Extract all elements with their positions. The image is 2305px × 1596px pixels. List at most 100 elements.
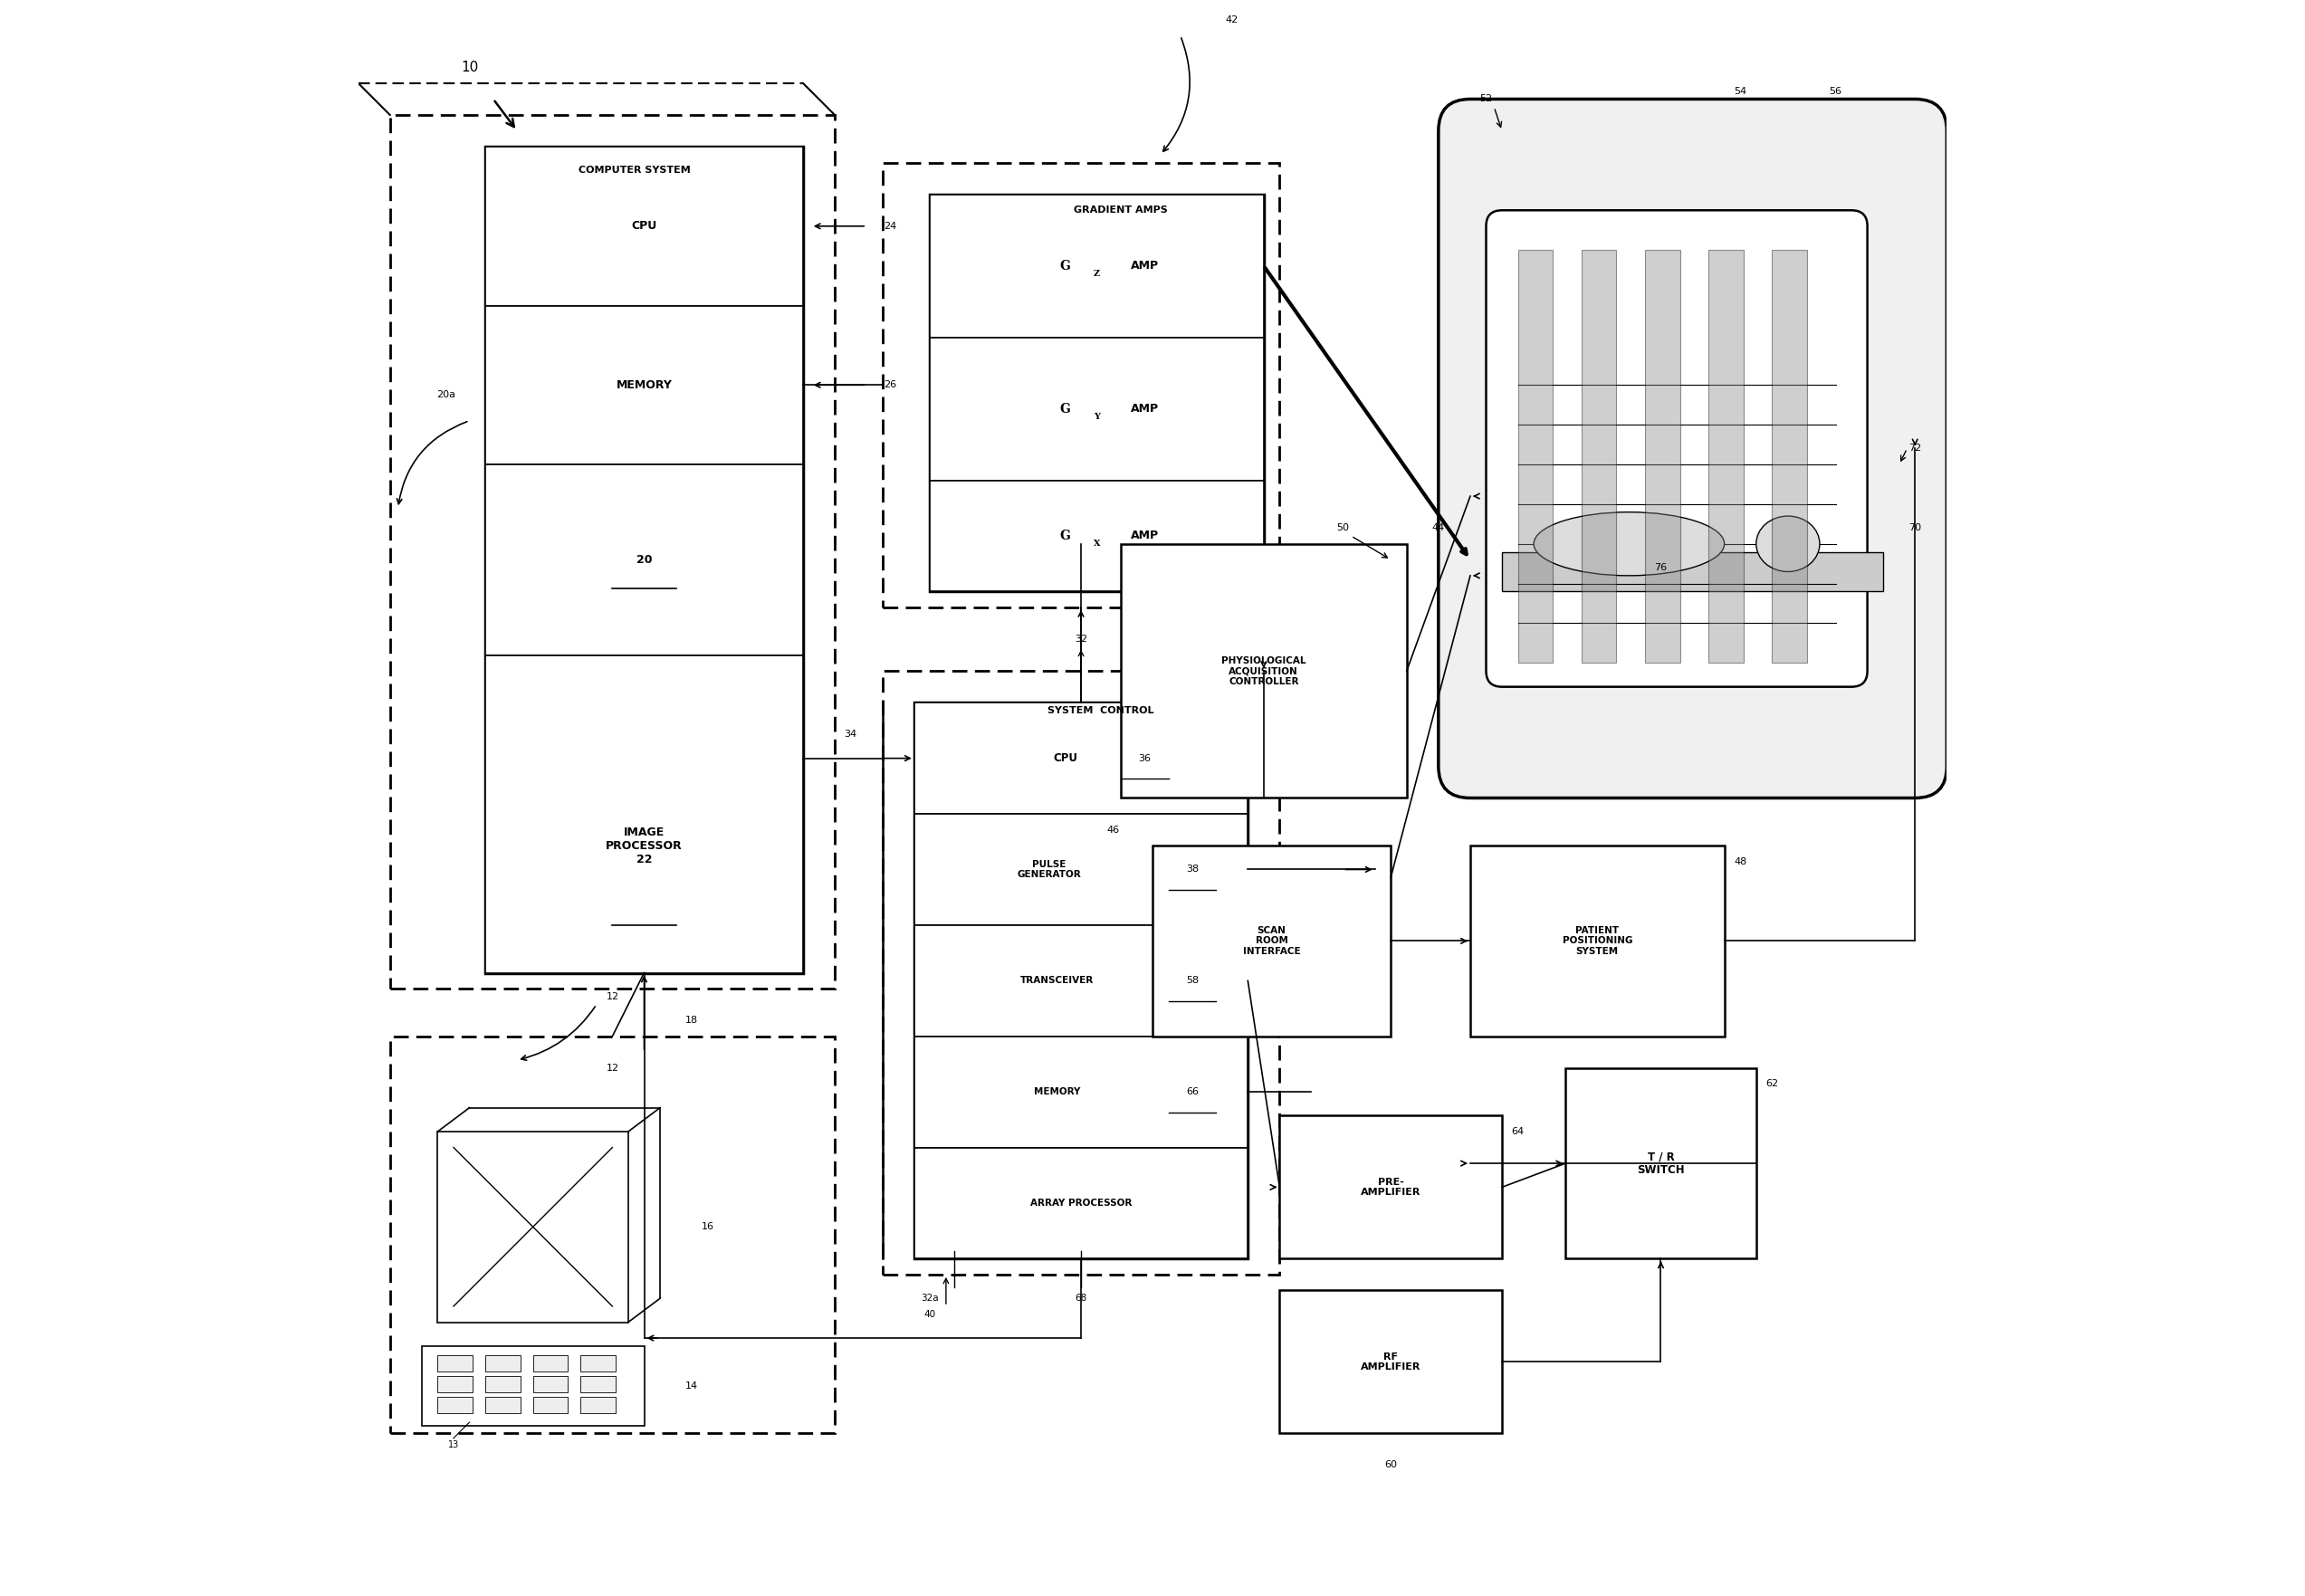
Text: 68: 68 (1074, 1294, 1088, 1302)
FancyBboxPatch shape (915, 926, 1247, 1036)
Text: Y: Y (1095, 413, 1099, 421)
Text: 72: 72 (1909, 444, 1922, 453)
FancyBboxPatch shape (1487, 211, 1867, 686)
FancyBboxPatch shape (915, 1036, 1247, 1148)
FancyBboxPatch shape (438, 1132, 629, 1321)
FancyBboxPatch shape (915, 702, 1247, 814)
Text: 20: 20 (636, 554, 652, 565)
Text: CPU: CPU (1053, 752, 1076, 764)
FancyBboxPatch shape (532, 1355, 567, 1371)
Text: 76: 76 (1655, 563, 1667, 573)
Text: 50: 50 (1337, 523, 1348, 533)
Text: 62: 62 (1766, 1079, 1779, 1088)
Text: AMP: AMP (1129, 402, 1159, 415)
Text: 48: 48 (1733, 857, 1747, 867)
Text: 66: 66 (1185, 1087, 1199, 1096)
FancyBboxPatch shape (1708, 251, 1743, 662)
FancyBboxPatch shape (1565, 1068, 1756, 1259)
FancyBboxPatch shape (532, 1376, 567, 1392)
Text: 64: 64 (1512, 1127, 1524, 1136)
Text: 20a: 20a (436, 389, 454, 399)
Text: 46: 46 (1106, 825, 1120, 835)
Text: AMP: AMP (1129, 260, 1159, 271)
FancyBboxPatch shape (1503, 552, 1883, 592)
Text: 52: 52 (1480, 94, 1494, 104)
FancyBboxPatch shape (438, 1396, 473, 1412)
Text: 12: 12 (606, 1063, 618, 1073)
FancyBboxPatch shape (438, 1376, 473, 1392)
Text: AMP: AMP (1129, 530, 1159, 541)
FancyBboxPatch shape (1279, 1291, 1503, 1433)
Text: 13: 13 (447, 1440, 459, 1449)
FancyBboxPatch shape (1646, 251, 1680, 662)
Text: G: G (1060, 260, 1070, 273)
FancyBboxPatch shape (931, 195, 1263, 592)
Text: 38: 38 (1185, 865, 1199, 875)
FancyBboxPatch shape (438, 1355, 473, 1371)
Text: 18: 18 (685, 1017, 698, 1025)
Text: 14: 14 (685, 1381, 698, 1390)
FancyBboxPatch shape (532, 1396, 567, 1412)
FancyBboxPatch shape (1120, 544, 1406, 798)
FancyBboxPatch shape (486, 1355, 521, 1371)
Text: 56: 56 (1830, 86, 1842, 96)
FancyBboxPatch shape (486, 147, 802, 305)
FancyBboxPatch shape (1471, 846, 1724, 1036)
Text: 58: 58 (1185, 977, 1199, 985)
FancyBboxPatch shape (931, 480, 1263, 592)
Text: 32: 32 (1074, 635, 1088, 643)
FancyBboxPatch shape (486, 147, 802, 972)
FancyBboxPatch shape (581, 1376, 615, 1392)
Text: 10: 10 (461, 61, 477, 73)
Text: ARRAY PROCESSOR: ARRAY PROCESSOR (1030, 1199, 1132, 1208)
Text: TRANSCEIVER: TRANSCEIVER (1021, 977, 1095, 985)
Text: PATIENT
POSITIONING
SYSTEM: PATIENT POSITIONING SYSTEM (1563, 926, 1632, 956)
FancyBboxPatch shape (581, 1355, 615, 1371)
FancyBboxPatch shape (486, 464, 802, 654)
Text: 54: 54 (1733, 86, 1747, 96)
FancyBboxPatch shape (1519, 251, 1554, 662)
Text: G: G (1060, 530, 1070, 543)
FancyBboxPatch shape (931, 195, 1263, 337)
Text: MEMORY: MEMORY (615, 380, 673, 391)
Text: X: X (1093, 539, 1099, 547)
FancyBboxPatch shape (422, 1345, 643, 1425)
FancyBboxPatch shape (1773, 251, 1807, 662)
Ellipse shape (1756, 516, 1819, 571)
Text: 12: 12 (606, 993, 618, 1001)
Text: 70: 70 (1909, 523, 1922, 533)
Text: 16: 16 (701, 1223, 715, 1232)
Text: 40: 40 (924, 1310, 936, 1318)
Text: PULSE
GENERATOR: PULSE GENERATOR (1017, 860, 1081, 879)
Text: T / R
SWITCH: T / R SWITCH (1637, 1151, 1685, 1176)
FancyBboxPatch shape (1152, 846, 1390, 1036)
Ellipse shape (1533, 512, 1724, 576)
Text: SCAN
ROOM
INTERFACE: SCAN ROOM INTERFACE (1242, 926, 1300, 956)
Text: 60: 60 (1385, 1460, 1397, 1470)
Text: 44: 44 (1431, 523, 1445, 533)
FancyBboxPatch shape (486, 1396, 521, 1412)
FancyBboxPatch shape (486, 1376, 521, 1392)
Text: 24: 24 (883, 222, 897, 231)
Text: PRE-
AMPLIFIER: PRE- AMPLIFIER (1360, 1178, 1420, 1197)
Text: Z: Z (1093, 270, 1099, 278)
FancyBboxPatch shape (1438, 99, 1948, 798)
FancyBboxPatch shape (1581, 251, 1616, 662)
Text: 26: 26 (885, 380, 897, 389)
FancyBboxPatch shape (486, 305, 802, 464)
FancyBboxPatch shape (915, 814, 1247, 926)
FancyBboxPatch shape (581, 1396, 615, 1412)
Text: COMPUTER SYSTEM: COMPUTER SYSTEM (579, 166, 692, 176)
FancyBboxPatch shape (931, 337, 1263, 480)
Text: 34: 34 (844, 729, 857, 739)
Text: GRADIENT AMPS: GRADIENT AMPS (1074, 206, 1169, 215)
FancyBboxPatch shape (486, 654, 802, 972)
Text: G: G (1060, 402, 1070, 415)
Text: RF
AMPLIFIER: RF AMPLIFIER (1360, 1352, 1420, 1371)
Text: CPU: CPU (632, 220, 657, 231)
Text: IMAGE
PROCESSOR
22: IMAGE PROCESSOR 22 (606, 827, 682, 865)
Text: PHYSIOLOGICAL
ACQUISITION
CONTROLLER: PHYSIOLOGICAL ACQUISITION CONTROLLER (1222, 656, 1307, 686)
Text: MEMORY: MEMORY (1035, 1087, 1081, 1096)
FancyBboxPatch shape (1279, 1116, 1503, 1259)
Text: 32a: 32a (922, 1294, 938, 1302)
